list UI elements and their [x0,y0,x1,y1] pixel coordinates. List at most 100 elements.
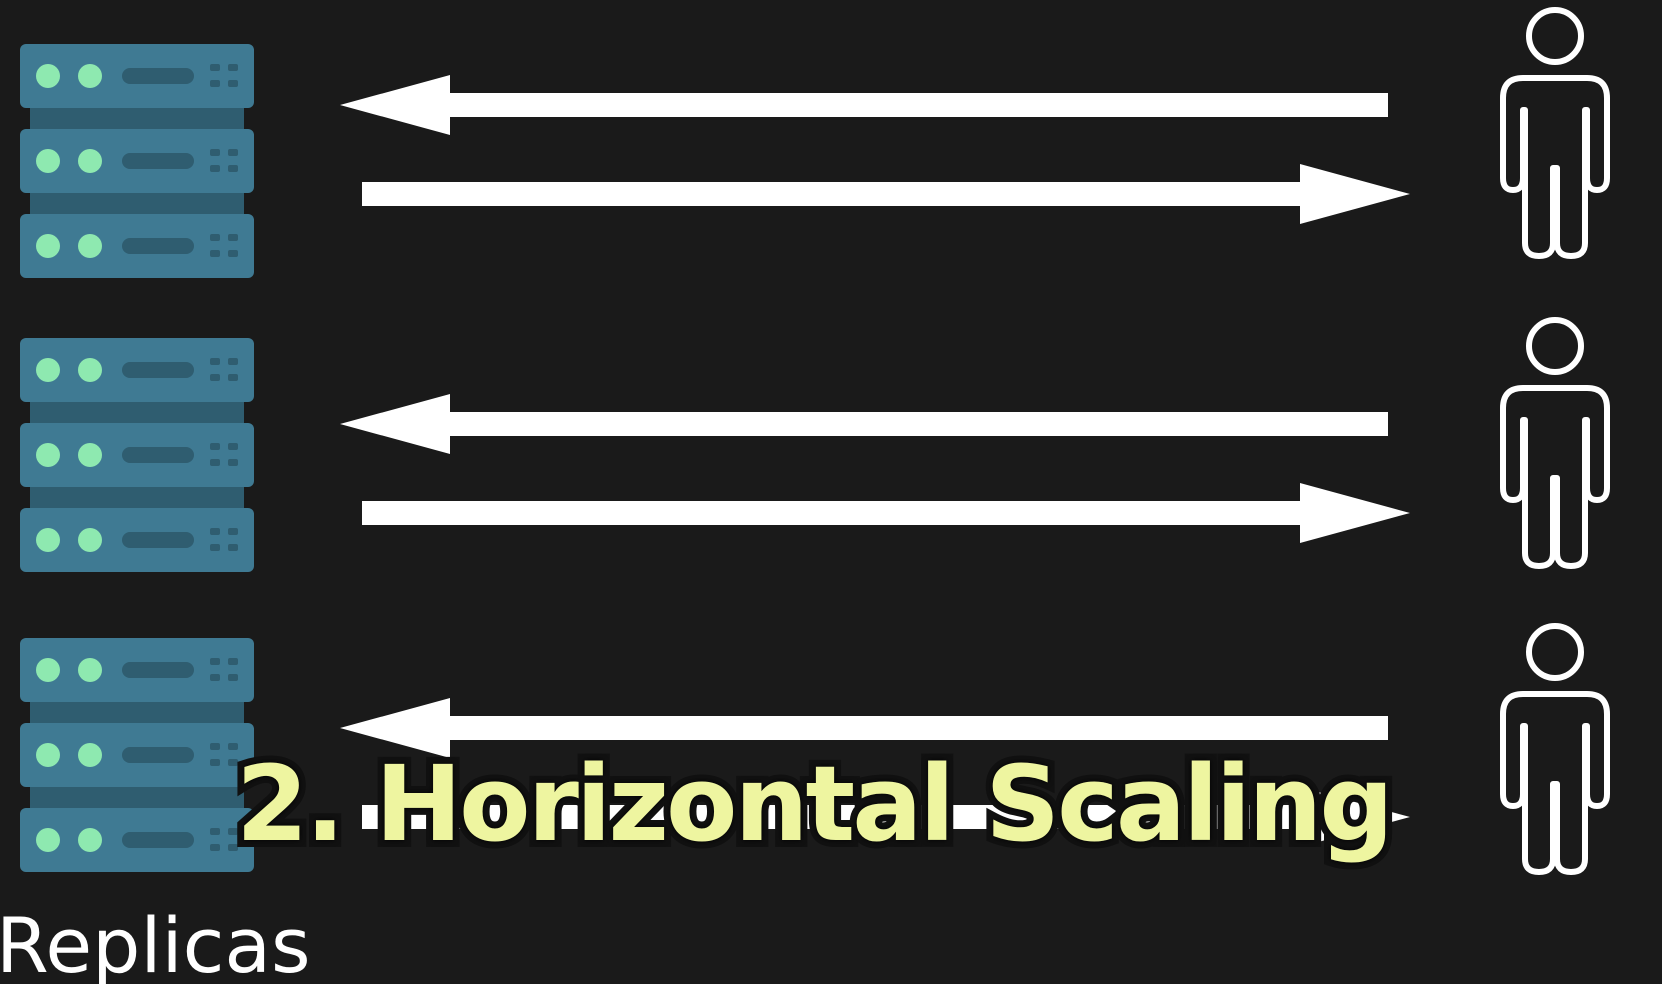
arrow-head-right-icon [1300,787,1410,847]
arrow-head-right-icon [1300,483,1410,543]
status-led-icon [36,64,60,88]
request-arrow-left [340,75,1388,135]
vent-icon [228,250,238,257]
vent-icon [228,234,238,241]
vent-icon [210,250,220,257]
vent-icon [210,828,220,835]
server-rack-icon [20,808,254,872]
replicas-label: Replicas [0,901,311,984]
vent-icon [210,443,220,450]
status-led-icon [78,443,102,467]
caption-title: 2. Horizontal Scaling [229,743,1401,865]
person-body-icon [1500,75,1610,259]
response-arrow-right [362,164,1410,224]
server-rack-icon [20,214,254,278]
person-head-icon [1526,623,1584,681]
drive-slot-icon [122,832,194,848]
person-body-icon [1500,691,1610,875]
vent-icon [210,674,220,681]
vent-icon [228,759,238,766]
status-led-icon [36,358,60,382]
vent-icon [228,658,238,665]
arrow-head-left-icon [340,698,450,758]
status-led-icon [36,528,60,552]
vent-icon [228,674,238,681]
server-rack-icon [20,129,254,193]
server-rack-icon [20,508,254,572]
person-icon [1500,317,1610,569]
status-led-icon [78,358,102,382]
response-arrow-right [362,483,1410,543]
status-led-icon [36,828,60,852]
vent-icon [210,544,220,551]
status-led-icon [78,149,102,173]
vent-icon [210,528,220,535]
vent-icon [228,743,238,750]
vent-icon [210,759,220,766]
server-stack-1 [20,44,254,278]
vent-icon [228,828,238,835]
person-icon [1500,623,1610,875]
status-led-icon [36,743,60,767]
vent-icon [228,165,238,172]
server-stack-2 [20,338,254,572]
server-stack-3 [20,638,254,872]
response-arrow-right [362,787,1410,847]
person-icon [1500,7,1610,259]
vent-icon [210,844,220,851]
arrow-head-left-icon [340,75,450,135]
arrow-head-right-icon [1300,164,1410,224]
status-led-icon [36,443,60,467]
status-led-icon [36,658,60,682]
status-led-icon [36,149,60,173]
vent-icon [228,528,238,535]
status-led-icon [78,743,102,767]
status-led-icon [36,234,60,258]
vent-icon [228,64,238,71]
request-arrow-left [340,394,1388,454]
person-body-icon [1500,385,1610,569]
status-led-icon [78,64,102,88]
server-rack-icon [20,423,254,487]
drive-slot-icon [122,238,194,254]
status-led-icon [78,828,102,852]
vent-icon [210,149,220,156]
vent-icon [210,358,220,365]
status-led-icon [78,658,102,682]
drive-slot-icon [122,362,194,378]
server-rack-icon [20,338,254,402]
arrow-head-left-icon [340,394,450,454]
vent-icon [228,459,238,466]
vent-icon [228,358,238,365]
vent-icon [228,374,238,381]
request-arrow-left [340,698,1388,758]
vent-icon [210,80,220,87]
vent-icon [210,374,220,381]
server-rack-icon [20,723,254,787]
drive-slot-icon [122,662,194,678]
vent-icon [210,743,220,750]
server-rack-icon [20,638,254,702]
person-head-icon [1526,317,1584,375]
drive-slot-icon [122,153,194,169]
vent-icon [210,658,220,665]
vent-icon [228,544,238,551]
drive-slot-icon [122,532,194,548]
vent-icon [210,165,220,172]
status-led-icon [78,528,102,552]
person-head-icon [1526,7,1584,65]
vent-icon [228,149,238,156]
vent-icon [228,844,238,851]
drive-slot-icon [122,747,194,763]
vent-icon [210,459,220,466]
vent-icon [228,443,238,450]
drive-slot-icon [122,68,194,84]
drive-slot-icon [122,447,194,463]
vent-icon [210,64,220,71]
server-rack-icon [20,44,254,108]
vent-icon [228,80,238,87]
vent-icon [210,234,220,241]
status-led-icon [78,234,102,258]
